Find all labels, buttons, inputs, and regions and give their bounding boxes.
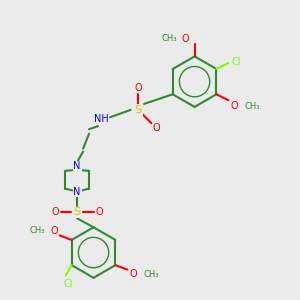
Text: CH₃: CH₃: [244, 102, 260, 111]
Text: O: O: [134, 82, 142, 93]
Text: NH: NH: [94, 114, 108, 124]
Text: CH₃: CH₃: [143, 270, 159, 279]
Text: S: S: [74, 207, 81, 218]
Text: O: O: [51, 207, 59, 218]
Text: N: N: [74, 187, 81, 196]
Text: S: S: [134, 105, 142, 115]
Text: O: O: [96, 207, 103, 218]
Text: CH₃: CH₃: [162, 34, 177, 43]
Text: O: O: [129, 269, 137, 279]
Text: O: O: [50, 226, 58, 236]
Text: O: O: [230, 101, 238, 111]
Text: Cl: Cl: [64, 280, 74, 290]
Text: CH₃: CH₃: [30, 226, 45, 236]
Text: Cl: Cl: [232, 57, 242, 67]
Text: N: N: [74, 161, 81, 171]
Text: O: O: [153, 123, 160, 133]
Text: O: O: [182, 34, 190, 44]
